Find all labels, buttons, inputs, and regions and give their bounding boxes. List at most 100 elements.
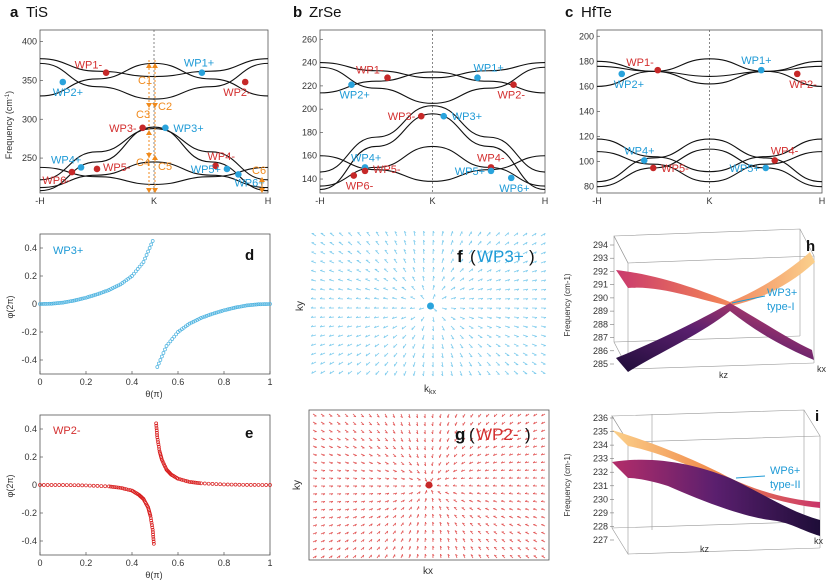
field-arrow [384, 352, 389, 357]
field-arrow [413, 231, 416, 237]
field-arrow-head [468, 476, 472, 479]
field-arrow-head [540, 508, 544, 510]
field-arrow-head [354, 485, 358, 488]
ytick-label: 0 [32, 480, 37, 490]
field-arrow [477, 278, 483, 282]
weyl-label-WP6+: WP6+ [499, 183, 529, 195]
data-point [150, 239, 155, 243]
data-point [264, 483, 269, 487]
field-arrow-head [347, 334, 350, 337]
data-point [202, 314, 207, 319]
field-arrow [477, 352, 482, 357]
field-arrow-head [432, 248, 435, 252]
field-arrow-head [423, 415, 426, 419]
field-arrow-head [524, 484, 528, 487]
field-arrow [412, 267, 416, 273]
surface-lower-i [612, 459, 820, 536]
field-arrow-head [408, 448, 412, 450]
field-arrow-head [338, 362, 341, 365]
panel-letter-e: e [245, 425, 253, 442]
field-arrow [374, 325, 380, 329]
field-arrow [441, 276, 445, 282]
field-arrow-head [386, 492, 390, 496]
field-arrow-head [543, 260, 546, 264]
weyl-point-WP2+ [59, 78, 67, 86]
field-arrow [411, 325, 416, 331]
ytick-label: 200 [579, 31, 594, 41]
field-arrow-head [371, 523, 373, 527]
field-arrow [337, 316, 344, 319]
field-arrow [383, 297, 389, 300]
field-arrow-head [424, 537, 427, 541]
field-arrow [513, 279, 519, 282]
field-arrow-head [502, 554, 505, 557]
field-arrow [319, 288, 326, 291]
field-arrow [374, 288, 380, 291]
data-point [64, 300, 69, 304]
field-arrow-head [451, 346, 454, 349]
weyl-point-WP1- [102, 69, 110, 76]
field-arrow-head [516, 298, 520, 301]
field-arrow-head [354, 539, 357, 542]
field-arrow-head [492, 484, 496, 487]
field-arrow [531, 232, 537, 237]
field-arrow-head [382, 297, 386, 299]
field-arrow-head [337, 297, 341, 299]
weyl-point-WP5- [93, 165, 101, 173]
weyl-point-WP3+ [162, 124, 169, 132]
field-arrow-head [330, 477, 334, 480]
ztick-label: 228 [593, 521, 608, 531]
data-point [72, 298, 77, 303]
field-arrow [522, 361, 528, 365]
field-arrow [459, 258, 464, 264]
field-arrow-head [411, 286, 414, 288]
data-point [229, 482, 234, 487]
field-arrow-head [469, 364, 472, 367]
field-arrow-head [363, 516, 365, 519]
data-point [176, 476, 180, 481]
field-arrow-head [323, 539, 325, 543]
data-point [45, 301, 50, 306]
ytick-label: 80 [584, 182, 594, 192]
field-arrow [375, 250, 380, 255]
data-point [43, 302, 48, 306]
field-arrow-head [385, 431, 388, 434]
field-arrow-head [485, 430, 488, 433]
field-arrow-head [497, 373, 500, 375]
panel-g-paren-open: ( [469, 425, 475, 444]
field-arrow-head [378, 485, 382, 488]
field-arrow-head [346, 315, 350, 318]
c-annotations: C1 C2 C3 C4 C5 C6 [136, 60, 266, 193]
field-arrow-head [493, 430, 496, 433]
band-plot-a: 250 300 350 400 -H K H WP1- WP1+ WP2+ WP2- WP3- WP3+… [22, 29, 271, 206]
field-arrow-head [314, 454, 317, 457]
field-arrow-head [525, 508, 528, 510]
field-arrow-head [489, 259, 492, 263]
field-arrow [311, 370, 317, 374]
field-arrow [357, 232, 362, 237]
data-point [107, 288, 111, 292]
field-arrow-head [501, 445, 503, 449]
field-arrow-head [489, 250, 492, 253]
data-point [218, 482, 223, 487]
data-point [202, 481, 207, 486]
field-arrow [329, 269, 335, 273]
field-arrow-head [330, 501, 334, 504]
data-point [130, 274, 134, 278]
xtick-label: 0.6 [172, 377, 185, 387]
data-point [53, 301, 58, 306]
panel-i: WP6+ type-II i 2272282292302312322332342… [563, 408, 824, 556]
field-arrow-head [393, 447, 396, 450]
data-point [204, 314, 209, 318]
field-arrow-head [439, 506, 442, 508]
panel-letter-g: g [455, 425, 465, 444]
ylabel-f: ky [295, 301, 306, 311]
field-arrow-head [378, 493, 382, 496]
field-arrow [412, 334, 416, 340]
field-arrow-head [452, 328, 455, 330]
field-arrow-head [330, 454, 333, 457]
field-arrow-head [423, 423, 426, 427]
field-arrow [347, 250, 353, 255]
field-arrow-head [379, 500, 382, 503]
callout-text-i1: WP6+ [770, 465, 800, 477]
